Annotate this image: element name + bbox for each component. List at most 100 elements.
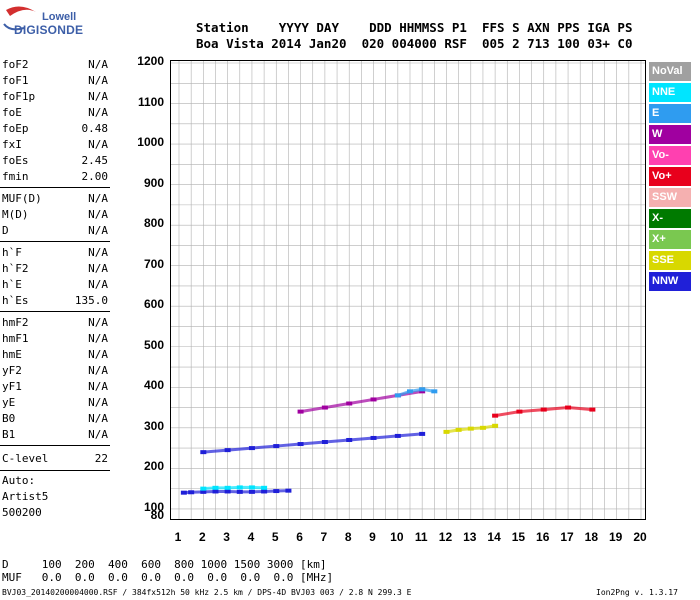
x-tick-label: 19 <box>608 530 623 544</box>
header-values: Boa Vista 2014 Jan20 020 004000 RSF 005 … <box>196 36 633 51</box>
param-value: 135.0 <box>74 294 108 307</box>
legend-item-noval: NoVal <box>649 62 691 81</box>
y-tick-label: 300 <box>143 418 164 433</box>
param-value: N/A <box>88 138 108 151</box>
x-tick-label: 16 <box>536 530 550 544</box>
param-hes: h`Es 135.0 <box>2 294 108 308</box>
y-tick-label: 500 <box>143 337 164 352</box>
param-label: D <box>2 224 9 237</box>
param-label: C-level <box>2 452 49 465</box>
x-tick-label: 13 <box>463 530 477 544</box>
param-label: yF1 <box>2 380 22 393</box>
param-label: hmE <box>2 348 22 361</box>
param-label: B0 <box>2 412 16 425</box>
param-label: h`F2 <box>2 262 29 275</box>
param-value: 2.45 <box>81 154 109 167</box>
param-value: N/A <box>88 348 108 361</box>
param-fof1: foF1 N/A <box>2 74 108 88</box>
param-separator <box>0 445 110 446</box>
param-d: D N/A <box>2 224 108 238</box>
autoscale-note: Auto: <box>2 474 36 487</box>
param-label: M(D) <box>2 208 29 221</box>
param-md: M(D) N/A <box>2 208 108 222</box>
param-value: 2.00 <box>81 170 109 183</box>
x-tick-label: 18 <box>584 530 599 544</box>
param-value: N/A <box>88 246 108 259</box>
param-label: foE <box>2 106 22 119</box>
legend-item-nne: NNE <box>649 83 691 102</box>
x-tick-label: 14 <box>487 530 501 544</box>
param-hmf1: hmF1 N/A <box>2 332 108 346</box>
digisonde-logo: Lowell DIGISONDE <box>2 2 83 42</box>
param-separator <box>0 311 110 312</box>
y-tick-label: 600 <box>143 297 164 312</box>
param-fmin: fmin 2.00 <box>2 170 108 184</box>
autoscale-note: 500200 <box>2 506 42 519</box>
param-hf: h`F N/A <box>2 246 108 260</box>
param-label: B1 <box>2 428 16 441</box>
x-tick-label: 4 <box>247 530 255 544</box>
param-value: N/A <box>88 90 108 103</box>
param-value: N/A <box>88 58 108 71</box>
footer-version: Ion2Png v. 1.3.17 <box>596 588 678 597</box>
y-tick-label: 800 <box>143 216 164 231</box>
echo-trace-f-high <box>397 387 435 397</box>
legend-item-vo: Vo- <box>649 146 691 165</box>
param-label: foF1 <box>2 74 29 87</box>
header-labels: Station YYYY DAY DDD HHMMSS P1 FFS S AXN… <box>196 20 633 35</box>
y-tick-label: 200 <box>143 459 164 474</box>
logo-swoosh-icon <box>3 6 36 31</box>
x-tick-label: 5 <box>271 530 279 544</box>
param-label: MUF(D) <box>2 192 42 205</box>
param-label: yE <box>2 396 16 409</box>
x-tick-label: 9 <box>369 530 376 544</box>
x-tick-label: 1 <box>174 530 182 544</box>
muf-row: MUF 0.0 0.0 0.0 0.0 0.0 0.0 0.0 0.0 [MHz… <box>2 571 334 584</box>
x-tick-label: 11 <box>414 530 428 544</box>
param-value: 0.48 <box>81 122 109 135</box>
param-label: yF2 <box>2 364 22 377</box>
param-value: N/A <box>88 364 108 377</box>
param-separator <box>0 470 110 471</box>
param-label: h`Es <box>2 294 29 307</box>
param-b0: B0 N/A <box>2 412 108 426</box>
param-foe: foE N/A <box>2 106 108 120</box>
y-tick-label: 900 <box>143 175 164 190</box>
param-fof2: foF2 N/A <box>2 58 108 72</box>
legend-item-w: W <box>649 125 691 144</box>
param-label: h`F <box>2 246 22 259</box>
param-mufd: MUF(D) N/A <box>2 192 108 206</box>
x-tick-label: 8 <box>344 530 352 544</box>
x-tick-label: 7 <box>320 530 328 544</box>
param-hf2: h`F2 N/A <box>2 262 108 276</box>
param-yf1: yF1 N/A <box>2 380 108 394</box>
x-tick-label: 6 <box>296 530 303 544</box>
echo-trace-x-trace <box>446 424 496 434</box>
x-tick-label: 20 <box>633 530 647 544</box>
param-fof1p: foF1p N/A <box>2 90 108 104</box>
y-tick-label: 100 <box>143 499 164 514</box>
param-separator <box>0 187 110 188</box>
y-tick-label: 700 <box>143 256 164 271</box>
x-tick-label: 15 <box>511 530 526 544</box>
param-value: 22 <box>94 452 108 465</box>
x-tick-label: 12 <box>438 530 453 544</box>
param-value: N/A <box>88 380 108 393</box>
param-value: N/A <box>88 224 108 237</box>
legend-item-e: E <box>649 104 691 123</box>
param-fxi: fxI N/A <box>2 138 108 152</box>
ionogram-svg <box>171 61 645 519</box>
x-tick-label: 17 <box>560 530 574 544</box>
y-tick-label: 1200 <box>137 54 164 68</box>
y-tick-label: 400 <box>143 378 164 393</box>
legend-item-x: X+ <box>649 230 691 249</box>
y-tick-label: 1100 <box>137 94 164 109</box>
param-foes: foEs 2.45 <box>2 154 108 168</box>
param-hme: hmE N/A <box>2 348 108 362</box>
x-tick-label: 2 <box>198 530 206 544</box>
param-separator <box>0 241 110 242</box>
legend-item-sse: SSE <box>649 251 691 270</box>
param-value: N/A <box>88 278 108 291</box>
param-value: N/A <box>88 332 108 345</box>
param-value: N/A <box>88 74 108 87</box>
